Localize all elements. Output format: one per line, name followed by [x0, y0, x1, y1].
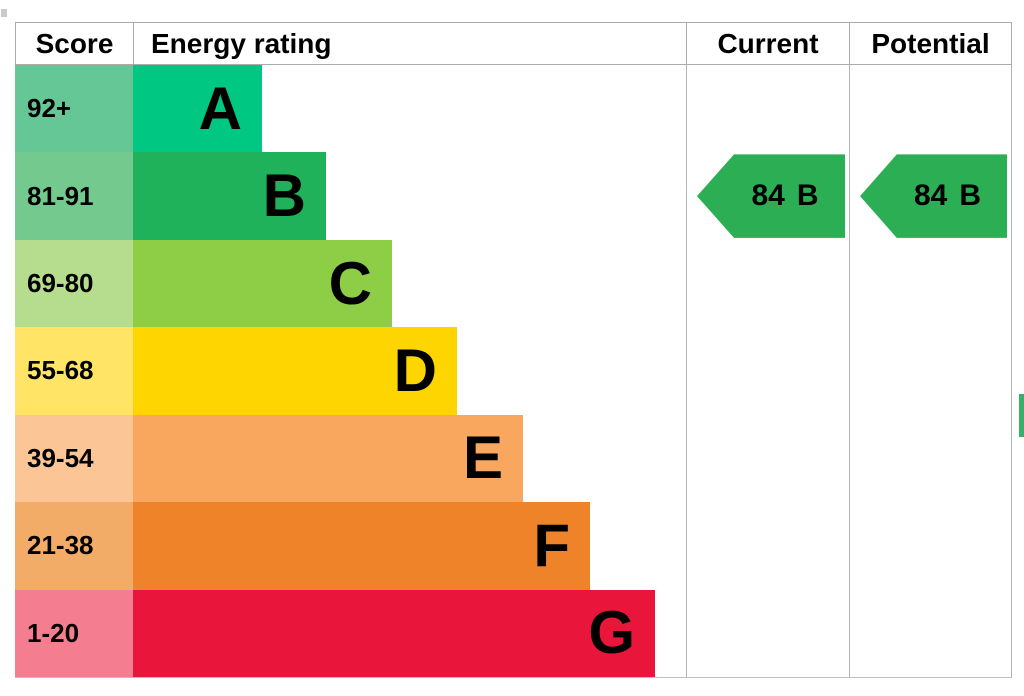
potential-rating-arrow: 84 B — [860, 154, 1007, 238]
current-cell — [686, 327, 849, 415]
band-bar: A — [133, 65, 262, 153]
header-potential: Potential — [849, 23, 1012, 64]
score-range: 92+ — [27, 93, 72, 124]
score-range: 39-54 — [27, 442, 94, 473]
current-score: 84 — [751, 179, 785, 213]
bar-area: G — [133, 589, 686, 677]
bar-area: E — [133, 414, 686, 503]
band-bar: F — [133, 502, 590, 590]
bar-area: A — [133, 65, 686, 153]
clipped-arrow-fragment — [1019, 394, 1024, 437]
current-cell: 84 B — [686, 152, 849, 240]
score-range: 69-80 — [27, 268, 94, 299]
chart-header-row: Score Energy rating Current Potential — [15, 22, 1012, 65]
band-row-b: 81-91 B 84 B 84 B — [15, 152, 1012, 240]
band-bar: C — [133, 239, 392, 328]
potential-cell — [849, 502, 1012, 590]
header-score: Score — [15, 23, 133, 64]
potential-cell: 84 B — [849, 152, 1012, 240]
band-letter: F — [533, 511, 570, 579]
potential-cell — [849, 414, 1012, 503]
screenshot-artifact-top-left — [1, 9, 7, 17]
score-range: 1-20 — [27, 617, 80, 648]
band-letter: G — [588, 599, 635, 667]
band-row-a: 92+ A — [15, 65, 1012, 153]
bar-area: C — [133, 239, 686, 328]
header-current: Current — [686, 23, 849, 64]
band-row-e: 39-54 E — [15, 414, 1012, 503]
potential-band: B — [959, 179, 982, 213]
current-rating-arrow: 84 B — [697, 154, 845, 238]
bar-area: B — [133, 152, 686, 240]
band-row-g: 1-20 G — [15, 589, 1012, 677]
band-rows: 92+ A 81-91 B 84 B — [15, 65, 1012, 678]
band-row-d: 55-68 D — [15, 327, 1012, 415]
score-cell: 69-80 — [15, 239, 133, 328]
band-bar: D — [133, 327, 457, 415]
score-cell: 1-20 — [15, 589, 133, 677]
band-row-c: 69-80 C — [15, 239, 1012, 328]
score-cell: 81-91 — [15, 152, 133, 240]
score-cell: 21-38 — [15, 502, 133, 590]
potential-cell — [849, 589, 1012, 677]
band-letter: D — [393, 336, 437, 404]
bar-area: D — [133, 327, 686, 415]
score-cell: 39-54 — [15, 414, 133, 503]
potential-cell — [849, 65, 1012, 153]
band-letter: B — [262, 162, 306, 230]
score-range: 21-38 — [27, 530, 94, 561]
epc-rating-chart: Score Energy rating Current Potential 92… — [15, 22, 1012, 679]
bar-area: F — [133, 502, 686, 590]
band-bar: B — [133, 152, 326, 240]
potential-score: 84 — [913, 179, 948, 213]
current-band: B — [796, 179, 819, 213]
current-cell — [686, 589, 849, 677]
current-cell — [686, 414, 849, 503]
band-letter: A — [198, 74, 242, 142]
potential-cell — [849, 239, 1012, 328]
potential-cell — [849, 327, 1012, 415]
header-energy-rating: Energy rating — [133, 23, 686, 64]
score-cell: 55-68 — [15, 327, 133, 415]
current-cell — [686, 65, 849, 153]
score-cell: 92+ — [15, 65, 133, 153]
band-row-f: 21-38 F — [15, 502, 1012, 590]
band-bar: E — [133, 414, 523, 503]
score-range: 55-68 — [27, 355, 94, 386]
score-range: 81-91 — [27, 180, 94, 211]
band-letter: C — [328, 249, 372, 317]
current-cell — [686, 239, 849, 328]
band-bar: G — [133, 589, 655, 677]
band-letter: E — [462, 424, 503, 492]
current-cell — [686, 502, 849, 590]
